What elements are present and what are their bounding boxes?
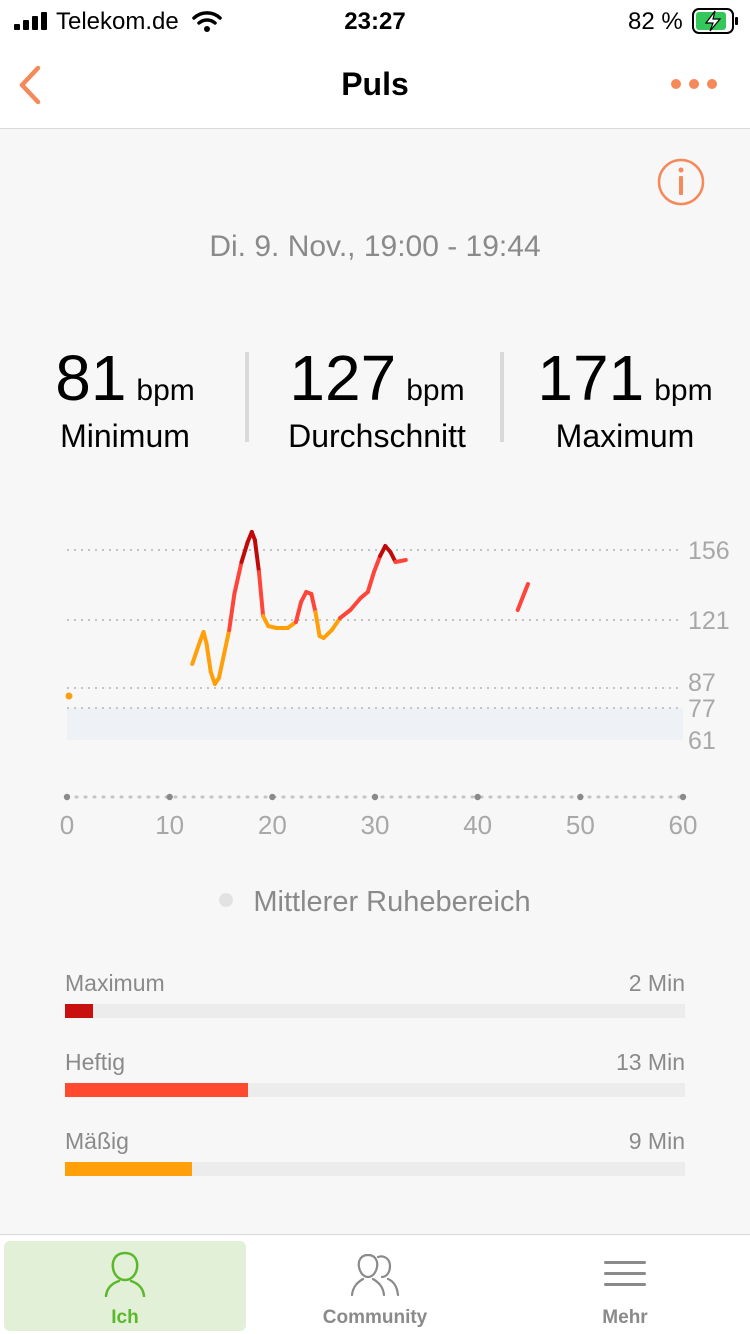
x-tick-marker (577, 793, 584, 801)
stat-maximum: 171 bpm Maximum (535, 340, 715, 456)
series-line-segment (216, 652, 227, 680)
status-bar: Telekom.de 23:27 82 % (0, 0, 750, 44)
series-line-segment (329, 616, 343, 632)
stat-average: 127 bpm Durchschnitt (262, 340, 492, 456)
zone-bar-fill (65, 1083, 249, 1097)
wifi-icon (192, 11, 222, 32)
divider (500, 352, 504, 442)
zone-duration: 2 Min (628, 970, 685, 996)
tab-mehr[interactable]: Mehr (504, 1241, 746, 1331)
chart-legend: Mittlerer Ruhebereich (0, 886, 750, 919)
zone-label: Mäßig (65, 1128, 129, 1154)
tab-label: Ich (111, 1307, 139, 1328)
series-line-segment (204, 642, 213, 674)
zone-bar (65, 1083, 685, 1097)
series-line-segment (194, 638, 203, 654)
series-line-segment (348, 596, 363, 612)
series-line-segment (365, 570, 376, 594)
stat-unit: bpm (654, 374, 713, 407)
resting-range-band (67, 708, 683, 740)
battery-charging-icon (692, 8, 738, 34)
stat-minimum: 81 bpm Minimum (40, 340, 210, 456)
y-tick-label: 77 (688, 695, 716, 723)
status-time: 23:27 (344, 8, 406, 35)
stat-unit: bpm (136, 374, 195, 407)
tab-label: Mehr (602, 1307, 648, 1328)
zone-label: Maximum (65, 970, 165, 996)
series-line-segment (232, 560, 244, 596)
series-line-segment (293, 600, 304, 624)
data-point (65, 692, 73, 700)
carrier-name: Telekom.de (56, 8, 179, 35)
y-tick-label: 87 (688, 669, 716, 697)
series-line-segment (309, 592, 318, 614)
stat-label: Durchschnitt (288, 418, 466, 454)
x-tick-label: 10 (155, 810, 184, 840)
series-line-segment (393, 558, 408, 564)
y-tick-label: 156 (688, 537, 730, 565)
x-tick-marker (679, 793, 687, 801)
series-line-segment (313, 610, 322, 638)
navigation-bar: Puls (0, 44, 750, 129)
stat-label: Maximum (555, 418, 695, 454)
zone-duration: 13 Min (615, 1049, 685, 1075)
zone-duration: 9 Min (628, 1128, 685, 1154)
date-range: Di. 9. Nov., 19:00 - 19:44 (209, 230, 541, 263)
zone-bar (65, 1004, 685, 1018)
x-tick-marker (269, 793, 276, 801)
x-tick-marker (63, 793, 71, 801)
menu-icon (604, 1261, 646, 1286)
zone-maximum: Maximum 2 Min (65, 970, 685, 1026)
series-line-segment (338, 608, 353, 620)
x-tick-label: 0 (60, 810, 74, 840)
more-options-button[interactable] (664, 64, 724, 104)
legend-dot-icon (219, 893, 234, 908)
zone-bar-fill (65, 1162, 192, 1176)
zone-label: Heftig (65, 1049, 126, 1075)
stat-value: 127 (289, 342, 397, 414)
zone-bar (65, 1162, 685, 1176)
info-icon[interactable] (656, 157, 706, 207)
community-icon (350, 1253, 400, 1297)
stat-value: 81 (55, 342, 127, 414)
tab-bar: Ich Community Mehr (0, 1234, 750, 1334)
zone-intense: Heftig 13 Min (65, 1049, 685, 1105)
y-tick-label: 121 (688, 607, 730, 635)
series-line-segment (515, 582, 530, 612)
series-line-segment (371, 554, 383, 574)
series-line-segment (201, 630, 209, 646)
divider (245, 352, 249, 442)
x-tick-marker (166, 793, 173, 801)
series-line-segment (252, 538, 261, 574)
x-tick-marker (474, 793, 481, 801)
back-button[interactable] (10, 58, 54, 112)
series-line-segment (239, 540, 250, 564)
tab-label: Community (322, 1307, 428, 1328)
page-title: Puls (341, 66, 409, 102)
stat-value: 171 (537, 342, 645, 414)
x-tick-label: 40 (463, 810, 492, 840)
battery-percent: 82 % (628, 8, 683, 35)
zone-bar-fill (65, 1004, 94, 1018)
series-line-segment (256, 570, 266, 618)
tab-ich[interactable]: Ich (4, 1241, 246, 1331)
stat-label: Minimum (60, 418, 190, 454)
series-line-segment (222, 628, 232, 656)
x-tick-label: 50 (566, 810, 595, 840)
person-icon (104, 1251, 146, 1297)
x-tick-marker (371, 793, 379, 801)
y-tick-label: 61 (688, 727, 716, 755)
zone-moderate: Mäßig 9 Min (65, 1128, 685, 1184)
more-dots-icon (671, 79, 717, 89)
x-tick-label: 20 (258, 810, 287, 840)
tab-community[interactable]: Community (254, 1241, 496, 1331)
series-line-segment (227, 592, 237, 632)
x-tick-label: 60 (669, 810, 698, 840)
x-tick-label: 30 (361, 810, 390, 840)
series-line-segment (190, 650, 199, 666)
stat-unit: bpm (406, 374, 465, 407)
legend-label: Mittlerer Ruhebereich (253, 886, 531, 918)
signal-icon (14, 12, 47, 30)
